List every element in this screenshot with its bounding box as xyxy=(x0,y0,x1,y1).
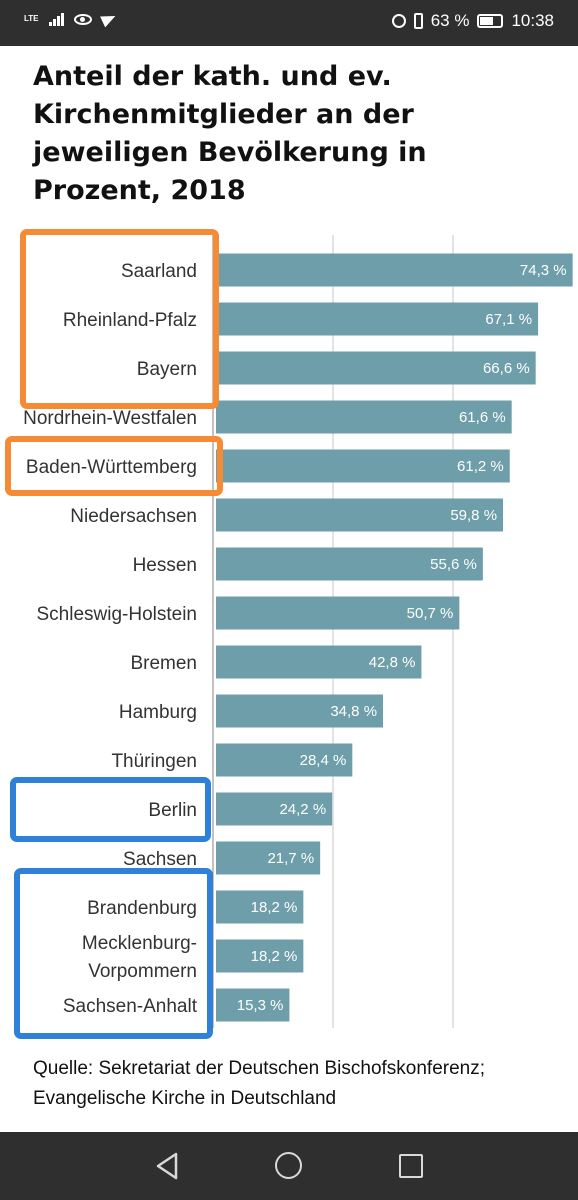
value-label: 15,3 % xyxy=(237,997,284,1014)
category-label: Mecklenburg-Vorpommern xyxy=(82,933,197,982)
category-label: Saarland xyxy=(121,261,197,282)
bar xyxy=(216,449,510,483)
bar xyxy=(216,939,304,973)
value-label: 28,4 % xyxy=(300,752,347,769)
bar xyxy=(216,351,536,385)
category-label: Bremen xyxy=(130,653,197,674)
value-label: 21,7 % xyxy=(267,850,314,867)
category-label: Niedersachsen xyxy=(70,506,197,527)
category-label: Nordrhein-Westfalen xyxy=(23,408,197,429)
bar xyxy=(216,596,460,630)
bar xyxy=(216,253,573,287)
value-label: 59,8 % xyxy=(450,507,497,524)
value-label: 24,2 % xyxy=(279,801,326,818)
clock: 10:38 xyxy=(511,11,554,30)
battery-percent: 63 % xyxy=(430,11,470,30)
value-label: 67,1 % xyxy=(485,311,532,328)
value-label: 42,8 % xyxy=(369,654,416,671)
bar xyxy=(216,988,290,1022)
highlight-box xyxy=(5,436,223,496)
bar xyxy=(216,547,483,581)
chart-title: Anteil der kath. und ev. Kirchenmitglied… xyxy=(33,61,427,206)
value-label: 18,2 % xyxy=(251,948,298,965)
bar xyxy=(216,302,539,336)
category-label: Thüringen xyxy=(111,751,197,772)
category-label: Schleswig-Holstein xyxy=(36,604,197,625)
home-icon[interactable] xyxy=(275,1152,302,1179)
signal-icon xyxy=(48,12,64,26)
category-label: Rheinland-Pfalz xyxy=(63,310,197,331)
value-label: 50,7 % xyxy=(407,605,454,622)
category-label: Sachsen-Anhalt xyxy=(63,996,198,1017)
bar xyxy=(216,645,422,679)
category-label: Bayern xyxy=(137,359,197,380)
highlight-box xyxy=(10,777,211,842)
bar xyxy=(216,890,304,924)
value-label: 74,3 % xyxy=(520,262,567,279)
value-label: 34,8 % xyxy=(330,703,377,720)
status-bar: LTE 63 % 10:38 xyxy=(0,0,578,46)
network-type: LTE xyxy=(24,14,39,23)
value-label: 55,6 % xyxy=(430,556,477,573)
bar xyxy=(216,694,384,728)
recent-apps-icon[interactable] xyxy=(399,1154,423,1178)
bar xyxy=(216,498,504,532)
value-label: 61,6 % xyxy=(459,409,506,426)
category-label: Berlin xyxy=(148,800,197,821)
battery-icon xyxy=(477,14,504,28)
source-text: Quelle: Sekretariat der Deutschen Bischo… xyxy=(33,1058,486,1109)
category-label: Brandenburg xyxy=(87,898,197,919)
bar-chart: 74,3 % Saarland 67,1 % Rheinland-Pfalz 66,6 … xyxy=(5,229,573,1039)
bar xyxy=(216,792,333,826)
category-label: Baden-Württemberg xyxy=(26,457,197,478)
value-label: 61,2 % xyxy=(457,458,504,475)
highlight-box xyxy=(20,229,219,409)
highlight-box xyxy=(14,868,213,1039)
eye-icon xyxy=(73,13,92,25)
bar xyxy=(216,841,321,875)
category-label: Hessen xyxy=(133,555,197,576)
category-label: Hamburg xyxy=(119,702,197,723)
bar xyxy=(216,400,512,434)
vibrate-icon xyxy=(413,13,423,29)
back-icon[interactable] xyxy=(154,1152,180,1180)
bar xyxy=(216,743,353,777)
alarm-icon xyxy=(391,14,406,28)
value-label: 18,2 % xyxy=(251,899,298,916)
category-label: Sachsen xyxy=(123,849,197,870)
value-label: 66,6 % xyxy=(483,360,530,377)
navigation-bar xyxy=(0,1132,578,1200)
